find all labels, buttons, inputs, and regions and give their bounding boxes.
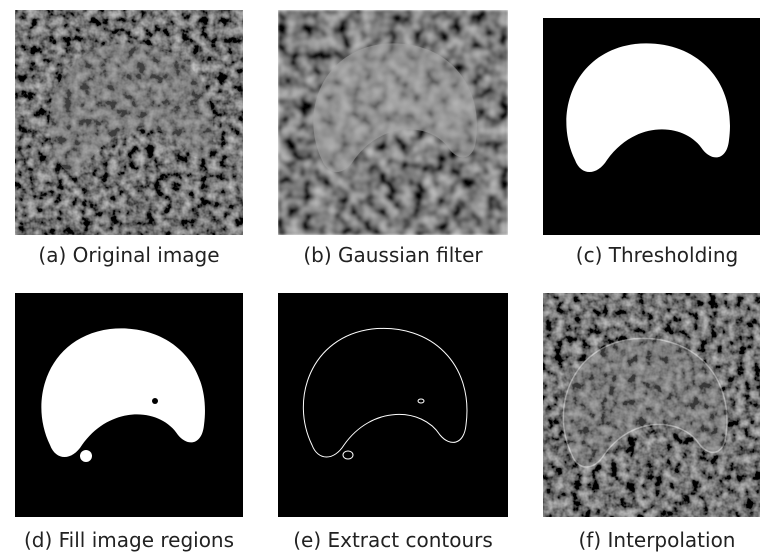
caption: (a) Original image: [38, 243, 219, 267]
caption: (f) Interpolation: [578, 528, 735, 552]
panel-original: [15, 10, 243, 235]
panel-contours: [278, 293, 508, 517]
figure: (a) Original image (b) Gaussian filter (…: [0, 0, 760, 554]
panel-threshold: [543, 10, 760, 235]
caption: (c) Thresholding: [576, 243, 738, 267]
panel-interpolation: [543, 293, 760, 517]
caption: (d) Fill image regions: [24, 528, 234, 552]
panel-gaussian: [278, 10, 508, 235]
caption: (b) Gaussian filter: [303, 243, 483, 267]
caption: (e) Extract contours: [293, 528, 493, 552]
panel-fill: [15, 293, 243, 517]
